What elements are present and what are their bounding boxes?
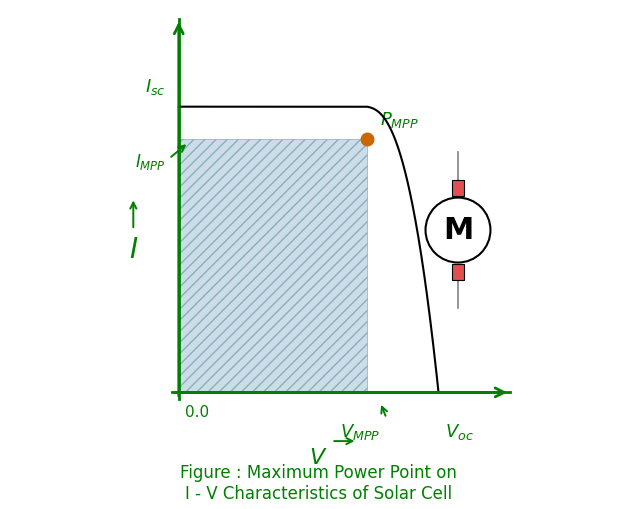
Text: $I_{sc}$: $I_{sc}$ (145, 77, 166, 97)
Text: 0.0: 0.0 (185, 405, 209, 420)
Text: $V_{MPP}$: $V_{MPP}$ (340, 421, 381, 442)
Text: M: M (443, 215, 473, 244)
Text: $V_{oc}$: $V_{oc}$ (445, 421, 474, 442)
FancyBboxPatch shape (452, 180, 464, 196)
Text: $I_{MPP}$: $I_{MPP}$ (135, 152, 166, 172)
Circle shape (426, 197, 490, 263)
Text: Figure : Maximum Power Point on
I - V Characteristics of Solar Cell: Figure : Maximum Power Point on I - V Ch… (180, 464, 457, 502)
Polygon shape (179, 139, 367, 392)
FancyBboxPatch shape (452, 264, 464, 280)
Text: $V$: $V$ (309, 447, 328, 468)
Text: $I$: $I$ (129, 236, 138, 264)
Text: $P_{MPP}$: $P_{MPP}$ (380, 109, 419, 130)
